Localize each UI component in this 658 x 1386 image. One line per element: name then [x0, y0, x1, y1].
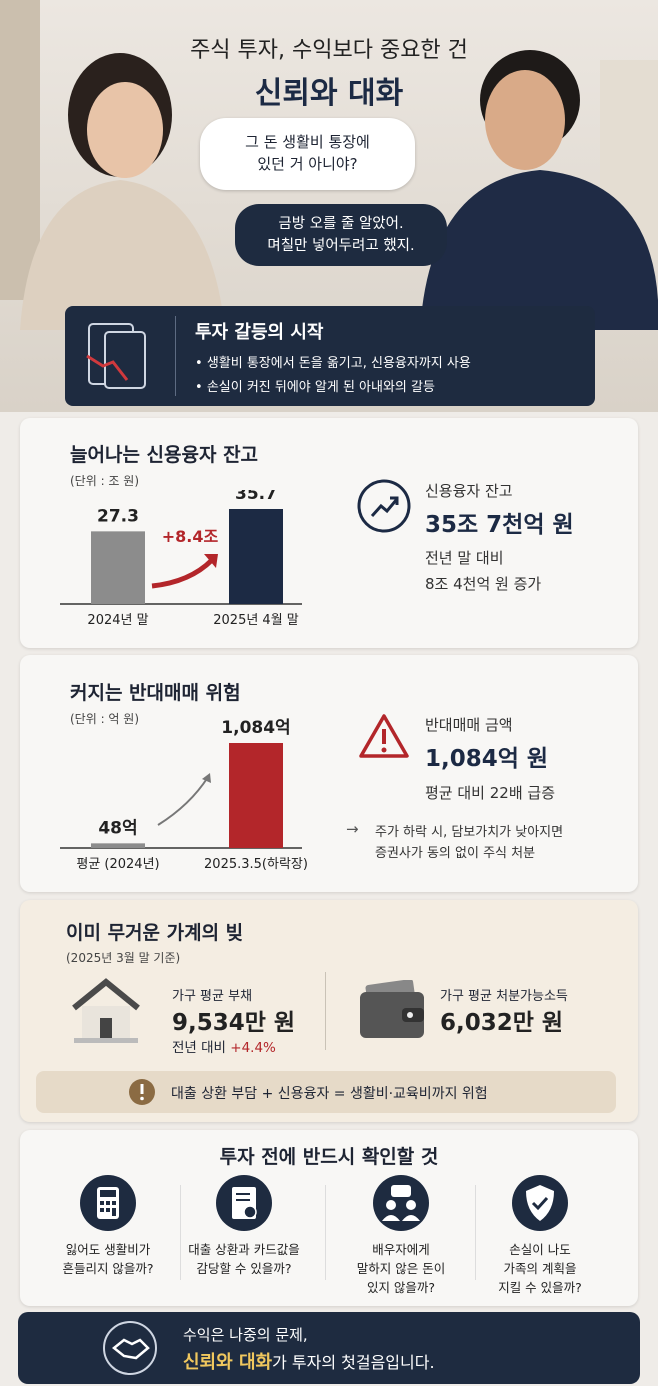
document-icon	[86, 323, 146, 389]
chart: +8.4조 27.3 2024년 말 35.7 2025년 4월 말	[60, 490, 302, 628]
arrow-icon: →	[346, 820, 359, 838]
category-label: 평균 (2024년)	[76, 857, 159, 872]
bubble-text: 며칠만 넣어두려고 했지.	[267, 238, 415, 254]
chart-unit: (단위 : 억 원)	[70, 712, 140, 726]
bill-icon	[216, 1175, 272, 1231]
stat-value: 1,084억 원	[425, 746, 549, 772]
alert-icon	[129, 1079, 155, 1105]
check-line: 잃어도 생활비가	[65, 1242, 151, 1257]
stat-value: 35조 7천억 원	[425, 512, 574, 538]
value-label: 27.3	[97, 506, 139, 526]
house-icon	[72, 978, 140, 1043]
section-title: 투자 전에 반드시 확인할 것	[219, 1146, 439, 1168]
bar	[91, 843, 145, 848]
basis: (2025년 3월 말 기준)	[66, 951, 181, 965]
stat-compare: 전년 말 대비	[425, 549, 504, 567]
trend-icon	[357, 479, 411, 533]
warning-text: 대출 상환 부담 + 신용융자 = 생활비·교육비까지 위험	[171, 1086, 488, 1102]
stat-compare: 평균 대비 22배 급증	[425, 784, 555, 802]
category-label: 2024년 말	[87, 613, 148, 628]
speech-bubble: 그 돈 생활비 통장에 있던 거 아니야?	[200, 118, 415, 190]
stat-note: 주가 하락 시, 담보가치가 낮아지면 증권사가 동의 없이 주식 처분	[375, 822, 563, 864]
chart-title: 커지는 반대매매 위험	[70, 682, 241, 704]
debt-label: 가구 평균 부채	[172, 989, 253, 1004]
section-title: 이미 무거운 가계의 빚	[66, 922, 244, 944]
bubble-text: 있던 거 아니야?	[257, 155, 358, 173]
footer-line2: 신뢰와 대화가 투자의 첫걸음입니다.	[183, 1348, 435, 1374]
footer: 수익은 나중의 문제, 신뢰와 대화가 투자의 첫걸음입니다.	[18, 1312, 640, 1384]
bubble-text: 금방 오를 줄 알았어.	[278, 216, 404, 232]
debt-compare: 전년 대비	[172, 1040, 226, 1056]
scene-illustration	[0, 0, 658, 330]
debt-value: 9,534만 원	[172, 1010, 296, 1036]
stat-label: 신용융자 잔고	[425, 482, 513, 500]
warning-icon	[359, 714, 409, 758]
bar	[91, 531, 145, 604]
calculator-icon	[80, 1175, 136, 1231]
debt-change: +4.4%	[230, 1040, 276, 1056]
title-line1: 주식 투자, 수익보다 중요한 건	[190, 38, 468, 63]
handshake-icon	[103, 1321, 157, 1375]
speech-bubble: 금방 오를 줄 알았어. 며칠만 넣어두려고 했지.	[235, 204, 447, 266]
check-line: 흔들리지 않을까?	[62, 1261, 154, 1276]
note-line: 주가 하락 시, 담보가치가 낮아지면	[375, 825, 564, 840]
income-label: 가구 평균 처분가능소득	[440, 989, 568, 1004]
footer-highlight: 신뢰와 대화	[183, 1352, 273, 1373]
check-line: 배우자에게	[372, 1242, 430, 1257]
note-line: 증권사가 동의 없이 주식 처분	[375, 846, 536, 861]
header-scene	[0, 0, 658, 412]
bar	[229, 743, 283, 848]
chart-title: 늘어나는 신용융자 잔고	[70, 444, 259, 466]
bullet-text: 손실이 커진 뒤에야 알게 된 아내와의 갈등	[206, 380, 435, 395]
stat-label: 반대매매 금액	[425, 716, 513, 734]
bubble-text: 그 돈 생활비 통장에	[245, 133, 370, 151]
bullet-text: 생활비 통장에서 돈을 옮기고, 신용융자까지 사용	[206, 356, 471, 371]
debt-compare-row: 전년 대비 +4.4%	[172, 1036, 276, 1056]
forced-sale-card	[20, 655, 638, 892]
income-value: 6,032만 원	[440, 1010, 564, 1036]
conflict-title: 투자 갈등의 시작	[195, 322, 324, 343]
footer-rest: 가 투자의 첫걸음입니다.	[272, 1353, 435, 1372]
shield-icon	[512, 1175, 568, 1231]
check-line: 가족의 계획을	[503, 1261, 577, 1276]
value-label: 1,084억	[221, 718, 290, 738]
value-label: 35.7	[235, 490, 277, 504]
check-line: 있지 않을까?	[366, 1280, 436, 1295]
category-label: 2025.3.5(하락장)	[204, 857, 308, 872]
conflict-bullets: • 생활비 통장에서 돈을 옮기고, 신용융자까지 사용 • 손실이 커진 뒤에…	[195, 352, 471, 400]
bar	[229, 509, 283, 604]
bullet: • 손실이 커진 뒤에야 알게 된 아내와의 갈등	[195, 380, 435, 395]
check-line: 말하지 않은 돈이	[356, 1261, 446, 1276]
check-line: 손실이 나도	[509, 1242, 571, 1257]
check-line: 지킬 수 있을까?	[498, 1280, 582, 1295]
wallet-icon	[360, 980, 424, 1038]
bullet: • 생활비 통장에서 돈을 옮기고, 신용융자까지 사용	[195, 356, 471, 371]
warning-bar: 대출 상환 부담 + 신용융자 = 생활비·교육비까지 위험	[36, 1071, 616, 1113]
category-label: 2025년 4월 말	[213, 613, 299, 628]
check-line: 감당할 수 있을까?	[196, 1261, 292, 1276]
title-line2: 신뢰와 대화	[254, 76, 404, 111]
value-label: 48억	[98, 818, 137, 838]
footer-line1: 수익은 나중의 문제,	[183, 1326, 308, 1344]
conflict-box: 투자 갈등의 시작 • 생활비 통장에서 돈을 옮기고, 신용융자까지 사용 •…	[65, 306, 595, 406]
stat-increase: 8조 4천억 원 증가	[425, 575, 542, 593]
chart-annotation: +8.4조	[162, 527, 219, 546]
chart-unit: (단위 : 조 원)	[70, 474, 140, 488]
talk-icon	[373, 1175, 429, 1231]
check-line: 대출 상환과 카드값을	[188, 1242, 300, 1257]
